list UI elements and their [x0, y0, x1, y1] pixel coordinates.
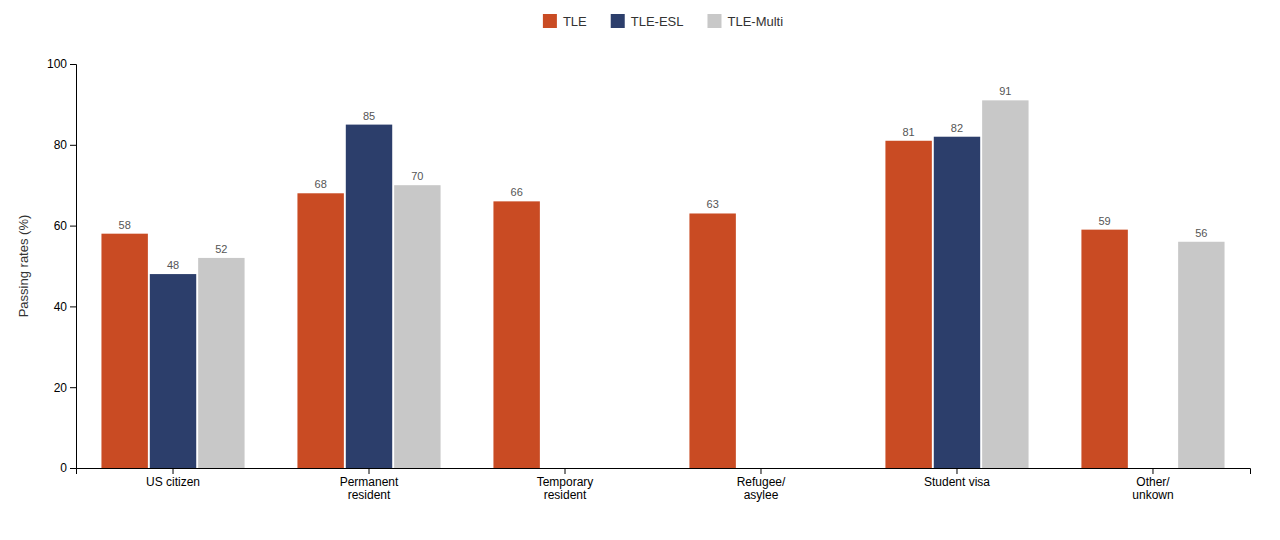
data-label: 70: [411, 170, 423, 182]
x-tick-label: Student visa: [924, 475, 990, 489]
x-tick-label: US citizen: [146, 475, 200, 489]
x-tick-label: Temporaryresident: [537, 475, 594, 503]
y-tick-mark: [70, 145, 76, 146]
x-tick: Student visa: [924, 468, 990, 489]
axis-line: [70, 65, 77, 469]
legend-item: TLE-ESL: [611, 14, 684, 29]
x-tick-label-line: asylee: [744, 488, 779, 502]
data-label: 82: [951, 122, 963, 134]
bar: [394, 185, 440, 468]
legend-swatch: [611, 14, 625, 28]
y-tick-label: 60: [54, 219, 68, 233]
y-tick-mark: [70, 468, 76, 469]
legend-label: TLE-Multi: [727, 14, 783, 29]
legend-swatch: [543, 14, 557, 28]
x-tick-mark: [1152, 468, 1153, 474]
bar: [150, 274, 196, 468]
y-tick-label: 100: [47, 57, 67, 71]
x-tick: Refugee/asylee: [737, 468, 786, 502]
x-tick-label-line: Student visa: [924, 475, 990, 489]
bar: [101, 234, 147, 468]
x-tick-label: Other/unkown: [1132, 475, 1173, 503]
x-tick-label: Refugee/asylee: [737, 475, 786, 503]
x-tick-mark: [173, 468, 174, 474]
x-tick: Other/unkown: [1132, 468, 1173, 502]
data-label: 68: [315, 178, 327, 190]
x-tick-label-line: resident: [348, 488, 391, 502]
bar: [297, 193, 343, 468]
x-tick-label-line: Permanent: [340, 475, 399, 489]
bars: [101, 100, 1224, 468]
y-axis-title: Passing rates (%): [16, 215, 31, 318]
bar: [885, 141, 931, 468]
data-label: 48: [167, 259, 179, 271]
x-tick-label-line: US citizen: [146, 475, 200, 489]
bar: [198, 258, 244, 468]
data-label: 63: [707, 198, 719, 210]
y-tick-label: 20: [54, 381, 68, 395]
y-tick-mark: [70, 64, 76, 65]
x-tick-label-line: unkown: [1132, 488, 1173, 502]
x-axis: US citizenPermanentresidentTemporaryresi…: [77, 468, 1251, 502]
x-tick: US citizen: [146, 468, 200, 489]
axis-line: [77, 469, 1251, 475]
x-tick: Temporaryresident: [537, 468, 594, 502]
data-labels: 58 68 66 63 81 59 48 85 82 52 70 91 56: [119, 85, 1208, 271]
y-tick: 100: [47, 57, 76, 71]
plot-area: 020406080100US citizenPermanentresidentT…: [47, 57, 1251, 502]
x-tick-mark: [956, 468, 957, 474]
bar: [689, 213, 735, 468]
data-label: 56: [1195, 227, 1207, 239]
y-tick: 0: [60, 461, 76, 475]
legend-label: TLE: [563, 14, 587, 29]
data-label: 52: [215, 243, 227, 255]
x-tick-mark: [565, 468, 566, 474]
legend-item: TLE: [543, 14, 587, 29]
y-tick-label: 0: [60, 461, 67, 475]
x-tick-mark: [760, 468, 761, 474]
bar: [1081, 230, 1127, 468]
y-tick: 40: [54, 300, 76, 314]
y-tick: 80: [54, 138, 76, 152]
y-axis: 0 20 40 60 80 100: [47, 57, 77, 475]
bar: [346, 125, 392, 468]
y-tick-label: 40: [54, 300, 68, 314]
x-tick: Permanentresident: [340, 468, 399, 502]
chart: 020406080100US citizenPermanentresidentT…: [0, 0, 1280, 540]
bar: [982, 100, 1028, 468]
bar: [934, 137, 980, 468]
bar: [1178, 242, 1224, 468]
data-label: 91: [999, 85, 1011, 97]
legend-item: TLE-Multi: [707, 14, 783, 29]
x-tick-mark: [369, 468, 370, 474]
bar: [493, 201, 539, 468]
x-tick-label-line: Temporary: [537, 475, 594, 489]
y-tick: 20: [54, 381, 76, 395]
y-tick: 60: [54, 219, 76, 233]
y-tick-label: 80: [54, 138, 68, 152]
y-tick-mark: [70, 306, 76, 307]
legend-label: TLE-ESL: [631, 14, 684, 29]
legend-swatch: [707, 14, 721, 28]
x-tick-label-line: Refugee/: [737, 475, 786, 489]
x-tick-label-line: resident: [544, 488, 587, 502]
x-tick-label: Permanentresident: [340, 475, 399, 503]
y-tick-mark: [70, 387, 76, 388]
data-label: 59: [1099, 215, 1111, 227]
legend: TLE TLE-ESL TLE-Multi: [543, 14, 783, 29]
y-tick-mark: [70, 226, 76, 227]
data-label: 81: [903, 126, 915, 138]
x-tick-label-line: Other/: [1136, 475, 1170, 489]
data-label: 58: [119, 219, 131, 231]
data-label: 66: [511, 186, 523, 198]
data-label: 85: [363, 110, 375, 122]
